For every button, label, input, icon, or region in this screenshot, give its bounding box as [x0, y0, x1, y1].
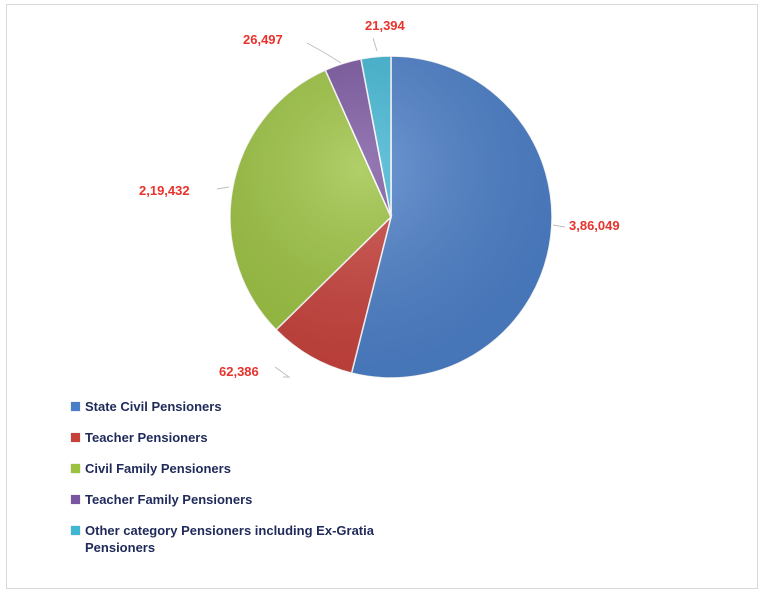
- leader-line: [552, 224, 566, 228]
- legend-label: Teacher Pensioners: [85, 430, 208, 445]
- legend-label: State Civil Pensioners: [85, 399, 222, 414]
- legend-item-state-civil: State Civil Pensioners: [71, 398, 531, 415]
- chart-frame: 3,86,049 62,386 2,19,432 26,497 21,394 State…: [6, 4, 758, 589]
- legend-label: Other category Pensioners including Ex-G…: [85, 523, 374, 555]
- slice-data-label: 62,386: [219, 364, 259, 379]
- legend-item-other-category: Other category Pensioners including Ex-G…: [71, 522, 531, 556]
- leader-line: [306, 42, 342, 64]
- chart-legend: State Civil Pensioners Teacher Pensioner…: [71, 398, 531, 570]
- legend-item-teacher-family: Teacher Family Pensioners: [71, 491, 531, 508]
- legend-item-teacher: Teacher Pensioners: [71, 429, 531, 446]
- legend-swatch: [71, 433, 80, 442]
- slice-data-label: 2,19,432: [139, 183, 190, 198]
- legend-label: Teacher Family Pensioners: [85, 492, 253, 507]
- leader-line: [216, 186, 230, 190]
- legend-label: Civil Family Pensioners: [85, 461, 231, 476]
- slice-data-label: 26,497: [243, 32, 283, 47]
- legend-swatch: [71, 495, 80, 504]
- legend-item-civil-family: Civil Family Pensioners: [71, 460, 531, 477]
- legend-swatch: [71, 526, 80, 535]
- legend-swatch: [71, 464, 80, 473]
- leader-line: [372, 37, 378, 52]
- slice-data-label: 21,394: [365, 18, 406, 33]
- slice-data-label: 3,86,049: [569, 218, 620, 233]
- legend-swatch: [71, 402, 80, 411]
- leader-line: [274, 366, 291, 378]
